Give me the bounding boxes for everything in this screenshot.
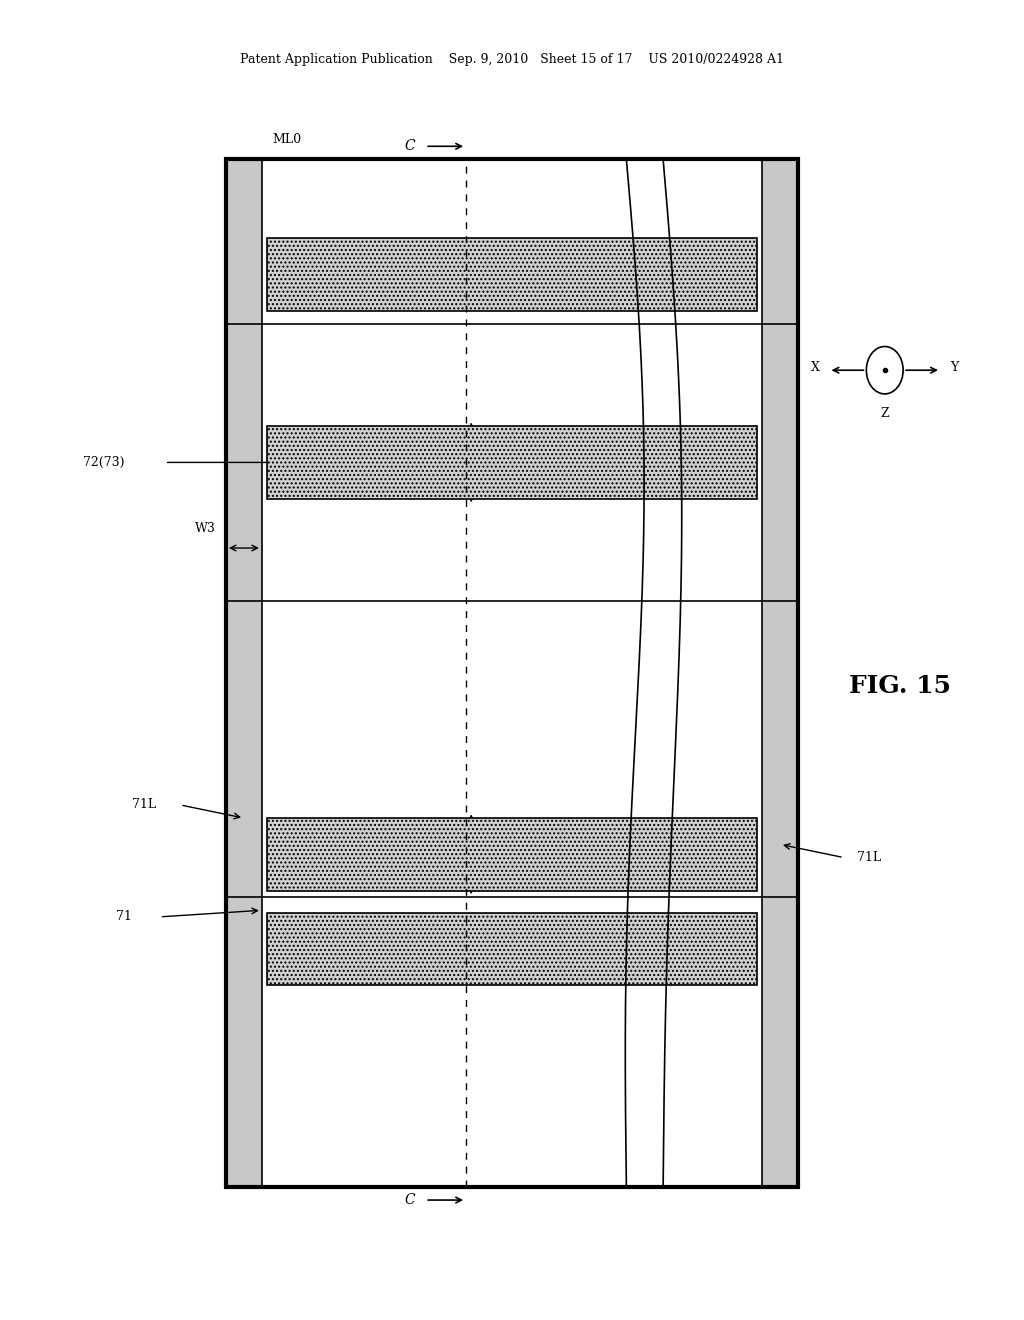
Text: W1: W1 [492, 821, 512, 834]
Bar [267, 426, 757, 499]
Text: C: C [404, 1193, 415, 1206]
Bar [762, 160, 798, 1187]
Bar [267, 818, 757, 891]
Text: Z: Z [881, 407, 889, 420]
Bar [226, 160, 262, 1187]
Text: W2: W2 [492, 429, 512, 442]
Text: X: X [811, 362, 820, 374]
Text: 71L: 71L [857, 851, 882, 865]
Text: C: C [404, 140, 415, 153]
Bar [267, 913, 757, 985]
Bar [267, 239, 757, 312]
Text: 71: 71 [116, 911, 132, 924]
Text: 71L: 71L [132, 799, 157, 812]
Bar [762, 160, 798, 1187]
Text: Patent Application Publication    Sep. 9, 2010   Sheet 15 of 17    US 2010/02249: Patent Application Publication Sep. 9, 2… [240, 53, 784, 66]
Text: 72(73): 72(73) [83, 455, 124, 469]
Text: Y: Y [950, 362, 958, 374]
Text: ML0: ML0 [272, 133, 301, 147]
Bar [226, 160, 262, 1187]
Text: W3: W3 [195, 521, 216, 535]
Bar [226, 160, 798, 1187]
Text: FIG. 15: FIG. 15 [849, 675, 951, 698]
